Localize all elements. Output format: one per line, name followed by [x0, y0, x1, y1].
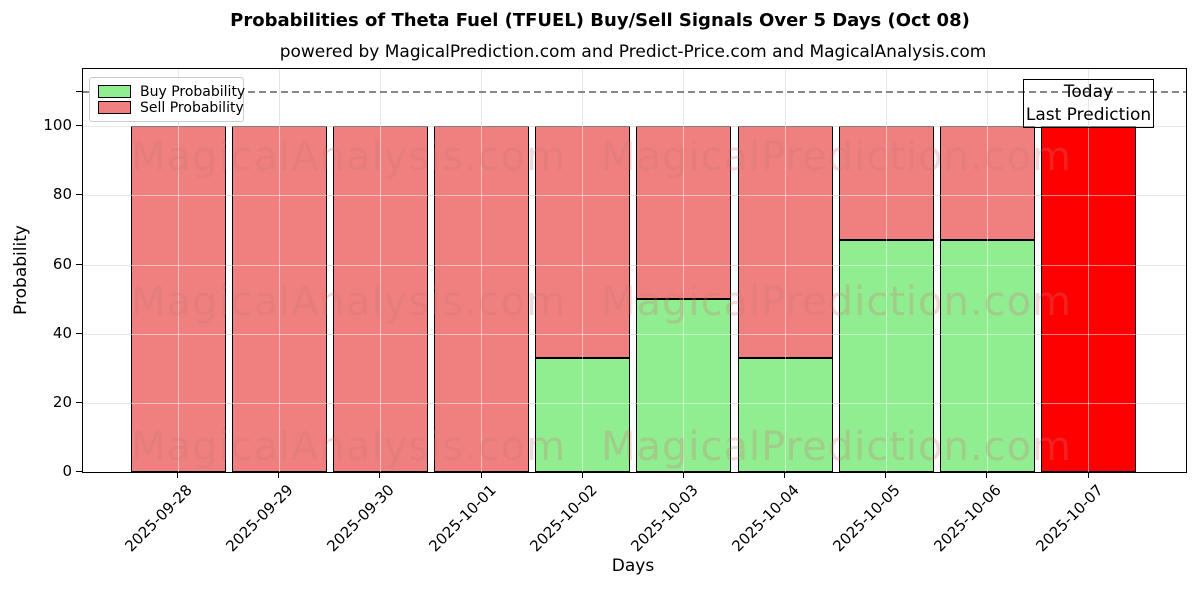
x-tickmark: [682, 472, 684, 478]
threshold-dashed-line: [83, 90, 1186, 93]
today-annotation-line2: Last Prediction: [1025, 104, 1152, 125]
x-tickmark: [379, 472, 381, 478]
y-gridline-overlay: [83, 402, 1186, 404]
legend-label-sell: Sell Probability: [140, 99, 244, 116]
x-gridline-overlay: [481, 69, 482, 472]
x-tick-label: 2025-09-29: [222, 481, 297, 556]
x-gridline-overlay: [1088, 69, 1090, 472]
legend-label-buy: Buy Probability: [140, 83, 246, 100]
y-tickmark: [76, 125, 82, 127]
watermark-text: MagicalAnalysis.com: [131, 134, 567, 180]
x-gridline-overlay: [177, 69, 179, 472]
x-tickmark: [784, 472, 786, 478]
x-gridline-overlay: [582, 69, 584, 472]
x-tick-label: 2025-10-06: [930, 481, 1006, 556]
y-tickmark-extra: [76, 90, 82, 92]
x-tickmark: [885, 472, 887, 478]
sell-swatch-icon: [98, 101, 131, 114]
y-gridline-overlay: [83, 264, 1186, 266]
y-tick-label: 80: [52, 185, 72, 204]
x-tick-label: 2025-10-01: [424, 481, 500, 556]
y-tick-label: 40: [52, 323, 72, 342]
watermark-text: MagicalAnalysis.com: [131, 279, 567, 325]
legend-item-sell: Sell Probability: [98, 100, 244, 115]
legend: Buy Probability Sell Probability: [89, 77, 245, 122]
y-tickmark: [76, 401, 82, 403]
x-gridline-overlay: [683, 69, 685, 472]
x-tickmark: [581, 472, 583, 478]
x-gridline-overlay: [784, 69, 786, 472]
chart-subtitle: powered by MagicalPrediction.com and Pre…: [279, 42, 987, 62]
y-tickmark: [76, 194, 82, 196]
plot-area: Buy Probability Sell Probability Today L…: [82, 68, 1187, 473]
buy-swatch-icon: [98, 85, 131, 98]
x-tick-label: 2025-09-30: [323, 481, 399, 556]
legend-item-buy: Buy Probability: [98, 84, 245, 99]
x-axis-label: Days: [611, 556, 655, 576]
watermark-text: MagicalPrediction.com: [601, 424, 1072, 470]
x-tick-label: 2025-10-02: [526, 481, 601, 556]
x-gridline-overlay: [986, 69, 988, 472]
x-gridline-overlay: [885, 69, 887, 472]
y-tick-label: 20: [52, 392, 72, 411]
watermark-text: MagicalAnalysis.com: [131, 424, 567, 470]
x-tickmark: [986, 472, 988, 478]
y-gridline-overlay: [83, 333, 1186, 335]
x-tickmark: [480, 472, 482, 478]
watermark-text: MagicalPrediction.com: [601, 279, 1072, 325]
y-tick-label: 100: [43, 116, 72, 135]
x-gridline-overlay: [379, 69, 381, 472]
x-tick-label: 2025-10-05: [829, 481, 904, 556]
x-gridline-overlay: [278, 69, 280, 472]
y-gridline-overlay: [83, 195, 1186, 197]
watermark-text: MagicalPrediction.com: [601, 134, 1072, 180]
x-tick-label: 2025-09-28: [121, 481, 196, 556]
y-tickmark: [76, 332, 82, 334]
y-tick-label: 60: [52, 254, 72, 273]
chart-title: Probabilities of Theta Fuel (TFUEL) Buy/…: [230, 10, 970, 31]
y-tickmark: [76, 471, 82, 472]
x-tickmark: [177, 472, 178, 478]
y-tickmark: [76, 263, 82, 265]
x-tick-label: 2025-10-07: [1031, 481, 1107, 556]
today-annotation-line1: Today: [1063, 82, 1114, 103]
y-gridline-overlay: [83, 126, 1186, 128]
x-tickmark: [278, 472, 280, 478]
x-tick-label: 2025-10-03: [627, 481, 702, 556]
x-tick-label: 2025-10-04: [728, 481, 803, 556]
today-annotation: Today Last Prediction: [1023, 79, 1154, 128]
y-tick-label: 0: [62, 462, 72, 480]
x-tickmark: [1087, 472, 1089, 478]
